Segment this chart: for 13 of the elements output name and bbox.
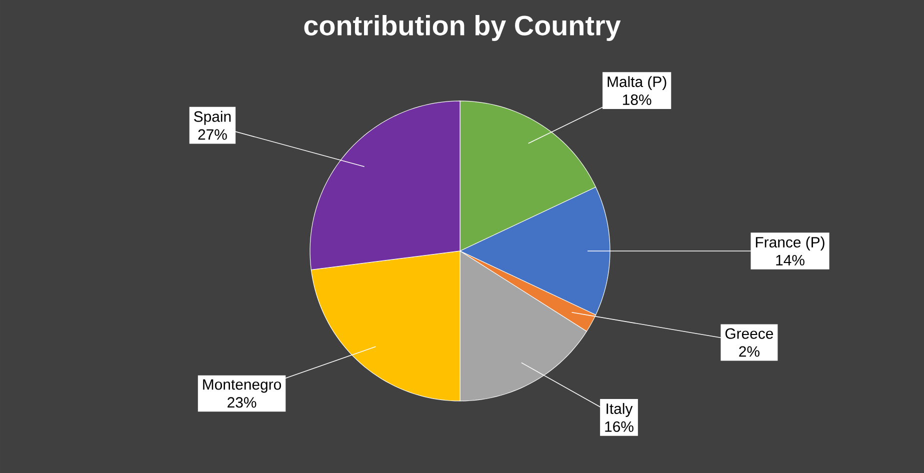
slice-label: Malta (P) (608, 76, 666, 90)
data-label: 16% (605, 421, 634, 432)
data-label: 27% (198, 129, 227, 140)
data-label: 2% (739, 346, 760, 357)
slice-label: Montenegro (203, 379, 282, 393)
data-label: 23% (228, 397, 256, 408)
slice-label: Italy (606, 403, 633, 417)
slice-label: Spain (194, 110, 231, 125)
data-label: 14% (776, 254, 804, 266)
data-label: 18% (623, 94, 652, 106)
chart-title: contribution by Country (304, 14, 621, 41)
slice-label: France (P) (756, 236, 824, 250)
slice-label: Greece (725, 328, 774, 339)
